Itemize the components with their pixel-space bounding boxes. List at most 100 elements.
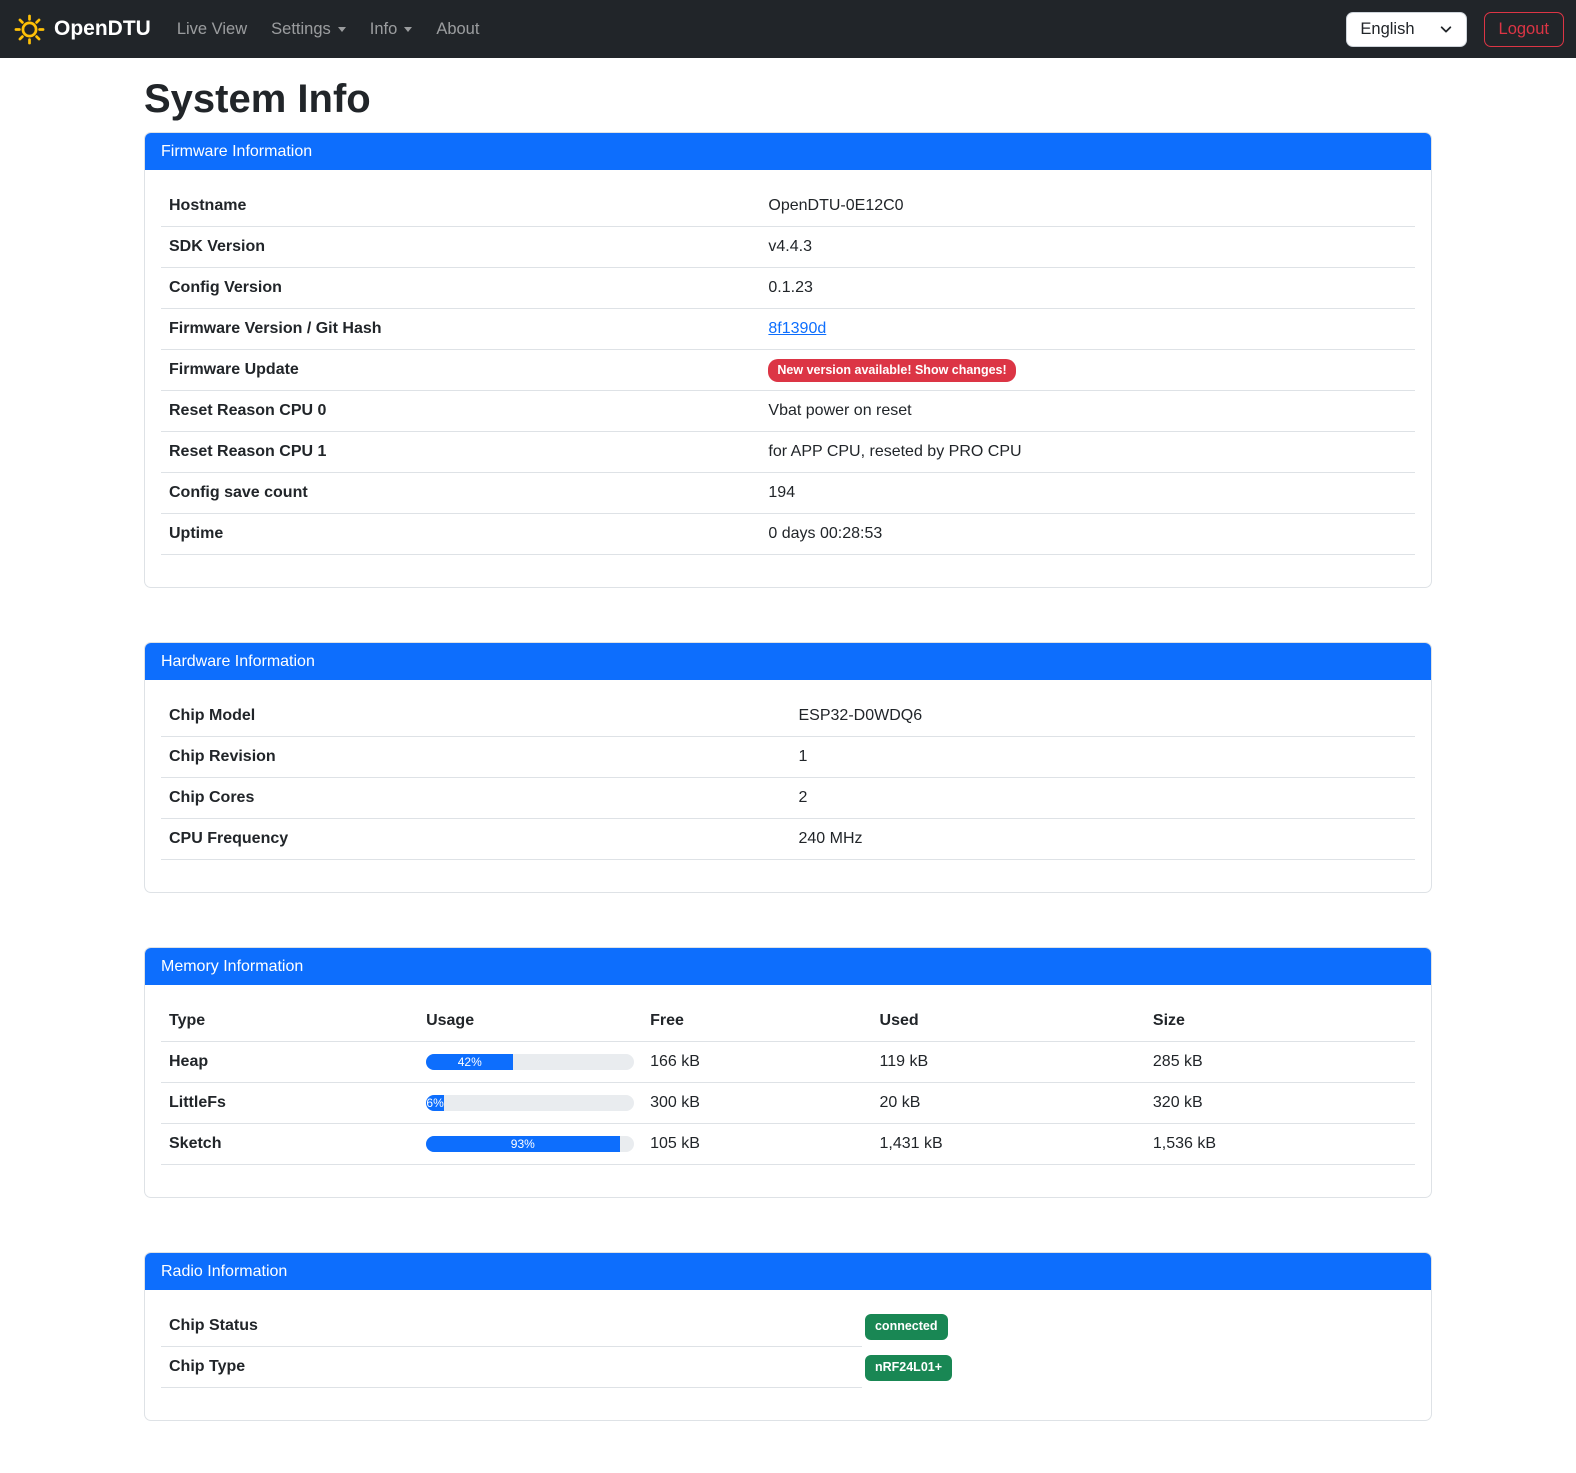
memory-type-label: Sketch bbox=[161, 1123, 419, 1165]
chevron-down-icon bbox=[1439, 22, 1453, 36]
navbar-right: English Logout bbox=[1346, 11, 1564, 47]
brand-link[interactable]: OpenDTU bbox=[14, 14, 151, 45]
card-body: Type Usage Free Used Size Heap 42% 166 kB 119 k… bbox=[145, 985, 1431, 1197]
row-label: Uptime bbox=[161, 513, 761, 555]
free-value: 105 kB bbox=[642, 1123, 872, 1165]
memory-type-label: LittleFs bbox=[161, 1082, 419, 1124]
table-row: Uptime 0 days 00:28:53 bbox=[161, 513, 1415, 555]
caret-down-icon bbox=[337, 26, 346, 32]
language-select[interactable]: English bbox=[1346, 11, 1467, 47]
card-header: Hardware Information bbox=[145, 643, 1431, 680]
usage-percent-label: 93% bbox=[510, 1137, 535, 1151]
caret-down-icon bbox=[404, 26, 413, 32]
row-label: Chip Status bbox=[161, 1306, 862, 1347]
row-label: Config save count bbox=[161, 472, 761, 514]
table-row: LittleFs 6% 300 kB 20 kB 320 kB bbox=[161, 1082, 1415, 1124]
firmware-information-card: Firmware Information Hostname OpenDTU-0E1… bbox=[144, 132, 1432, 588]
nav-item-label: Settings bbox=[271, 19, 331, 38]
language-selected-label: English bbox=[1360, 19, 1415, 38]
row-label: Firmware Update bbox=[161, 349, 761, 391]
row-value: for APP CPU, reseted by PRO CPU bbox=[760, 431, 1415, 473]
row-label: Chip Cores bbox=[161, 777, 791, 819]
row-label: Chip Revision bbox=[161, 736, 791, 778]
usage-progress-fill: 6% bbox=[426, 1095, 445, 1111]
sun-icon bbox=[14, 14, 45, 45]
table-row: SDK Version v4.4.3 bbox=[161, 226, 1415, 268]
usage-percent-label: 6% bbox=[426, 1096, 444, 1110]
memory-information-card: Memory Information Type Usage Free Used Size… bbox=[144, 947, 1432, 1198]
usage-cell: 6% bbox=[418, 1082, 643, 1124]
navbar: OpenDTU Live View Settings Info About En… bbox=[0, 0, 1576, 58]
row-value: 0 days 00:28:53 bbox=[760, 513, 1415, 555]
usage-progress-bar: 93% bbox=[426, 1136, 635, 1152]
row-label: Config Version bbox=[161, 267, 761, 309]
row-value: 8f1390d bbox=[760, 308, 1415, 350]
main-nav: Live View Settings Info About bbox=[165, 12, 492, 47]
table-row: Firmware Update New version available! Sh… bbox=[161, 349, 1415, 391]
usage-progress-fill: 42% bbox=[426, 1054, 514, 1070]
row-label: Firmware Version / Git Hash bbox=[161, 308, 761, 350]
page-title: System Info bbox=[144, 77, 371, 121]
table-row: Hostname OpenDTU-0E12C0 bbox=[161, 186, 1415, 227]
main-content: System Info Firmware Information Hostnam… bbox=[144, 75, 1432, 1421]
row-value: v4.4.3 bbox=[760, 226, 1415, 268]
column-header-free: Free bbox=[642, 1001, 872, 1042]
column-header-type: Type bbox=[161, 1001, 419, 1042]
table-row: Chip Type nRF24L01+ bbox=[161, 1347, 1415, 1388]
firmware-update-badge[interactable]: New version available! Show changes! bbox=[768, 359, 1016, 382]
nav-item-live-view[interactable]: Live View bbox=[169, 12, 255, 47]
usage-progress-bar: 42% bbox=[426, 1054, 635, 1070]
memory-table: Type Usage Free Used Size Heap 42% 166 kB 119 k… bbox=[161, 1001, 1415, 1165]
row-value: New version available! Show changes! bbox=[760, 349, 1415, 391]
table-row: Config save count 194 bbox=[161, 472, 1415, 514]
usage-percent-label: 42% bbox=[457, 1055, 482, 1069]
column-header-usage: Usage bbox=[418, 1001, 643, 1042]
nav-item-settings[interactable]: Settings bbox=[263, 12, 354, 47]
row-label: Reset Reason CPU 0 bbox=[161, 390, 761, 432]
row-value: 194 bbox=[760, 472, 1415, 514]
column-header-size: Size bbox=[1144, 1001, 1415, 1042]
hardware-information-card: Hardware Information Chip Model ESP32-D0W… bbox=[144, 642, 1432, 893]
table-row: Reset Reason CPU 1 for APP CPU, reseted b… bbox=[161, 431, 1415, 473]
table-row: Chip Status connected bbox=[161, 1306, 1415, 1347]
table-row: Heap 42% 166 kB 119 kB 285 kB bbox=[161, 1041, 1415, 1083]
row-value: 240 MHz bbox=[790, 818, 1415, 860]
git-hash-link[interactable]: 8f1390d bbox=[768, 320, 827, 337]
row-value: 2 bbox=[790, 777, 1415, 819]
brand-label: OpenDTU bbox=[54, 17, 151, 40]
card-header: Radio Information bbox=[145, 1253, 1431, 1290]
row-value: ESP32-D0WDQ6 bbox=[790, 696, 1415, 737]
nav-item-about[interactable]: About bbox=[428, 12, 487, 47]
table-row: Config Version 0.1.23 bbox=[161, 267, 1415, 309]
row-label: Hostname bbox=[161, 186, 761, 227]
row-label: SDK Version bbox=[161, 226, 761, 268]
logout-button[interactable]: Logout bbox=[1483, 11, 1564, 47]
size-value: 320 kB bbox=[1144, 1082, 1415, 1124]
free-value: 300 kB bbox=[642, 1082, 872, 1124]
row-value: OpenDTU-0E12C0 bbox=[760, 186, 1415, 227]
card-header: Firmware Information bbox=[145, 133, 1431, 170]
nav-item-info[interactable]: Info bbox=[362, 12, 421, 47]
table-row: Chip Revision 1 bbox=[161, 736, 1415, 778]
card-body: Chip Status connected Chip Type nRF24L01+ bbox=[145, 1290, 1431, 1420]
used-value: 119 kB bbox=[871, 1041, 1145, 1083]
table-row: Chip Cores 2 bbox=[161, 777, 1415, 819]
firmware-table: Hostname OpenDTU-0E12C0 SDK Version v4.4.3 C… bbox=[161, 186, 1415, 555]
table-row: Sketch 93% 105 kB 1,431 kB 1,536 kB bbox=[161, 1123, 1415, 1165]
usage-cell: 42% bbox=[418, 1041, 643, 1083]
nav-item-label: About bbox=[436, 19, 480, 38]
row-value: 0.1.23 bbox=[760, 267, 1415, 309]
usage-cell: 93% bbox=[418, 1123, 643, 1165]
usage-progress-fill: 93% bbox=[426, 1136, 620, 1152]
size-value: 1,536 kB bbox=[1144, 1123, 1415, 1165]
used-value: 1,431 kB bbox=[871, 1123, 1145, 1165]
row-label: Chip Model bbox=[161, 696, 791, 737]
table-row: Reset Reason CPU 0 Vbat power on reset bbox=[161, 390, 1415, 432]
column-header-used: Used bbox=[871, 1001, 1145, 1042]
usage-progress-bar: 6% bbox=[426, 1095, 635, 1111]
memory-type-label: Heap bbox=[161, 1041, 419, 1083]
card-header: Memory Information bbox=[145, 948, 1431, 985]
row-value: nRF24L01+ bbox=[862, 1347, 1415, 1388]
hardware-table: Chip Model ESP32-D0WDQ6 Chip Revision 1 Chip… bbox=[161, 696, 1415, 860]
table-row: Chip Model ESP32-D0WDQ6 bbox=[161, 696, 1415, 737]
